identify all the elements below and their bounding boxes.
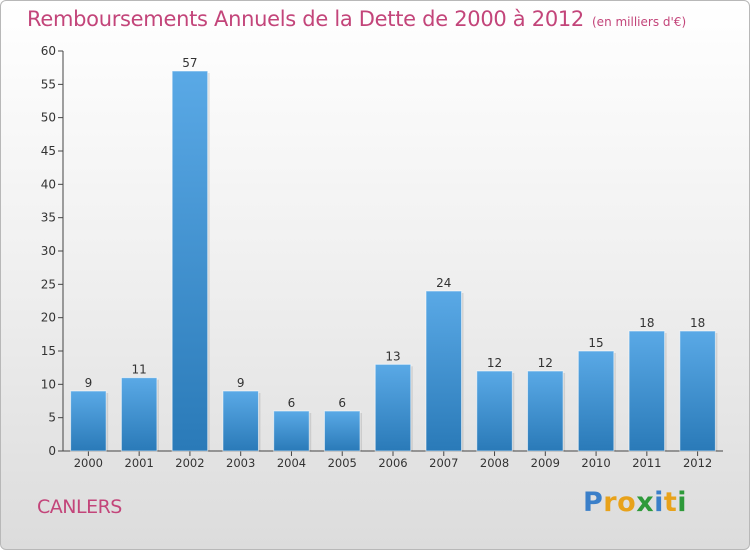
y-tick-label: 30: [41, 244, 56, 258]
bar-highlight: [374, 363, 412, 452]
bar-highlight: [70, 390, 107, 452]
y-tick-label: 45: [41, 144, 56, 158]
bar-2004: [273, 411, 310, 451]
y-tick-label: 55: [41, 77, 56, 91]
bar-2006: [375, 364, 411, 451]
x-tick-label: 2007: [429, 456, 458, 470]
bar-highlight: [222, 390, 259, 452]
y-tick-label: 40: [41, 177, 56, 191]
bar-2008: [476, 371, 513, 451]
data-label-2009: 12: [538, 356, 553, 370]
x-tick-label: 2002: [175, 456, 204, 470]
x-tick-label: 2006: [378, 456, 407, 470]
bar-highlight: [120, 377, 158, 452]
proxiti-logo[interactable]: Proxiti: [583, 487, 687, 518]
data-label-2010: 15: [588, 336, 603, 350]
logo-letter: t: [663, 487, 678, 518]
bar-highlight: [171, 70, 209, 452]
chart-axes: 0 5 10 15 20 25 30 35 40 45 50 55 60: [41, 44, 723, 458]
logo-letter: o: [617, 487, 637, 518]
bar-highlight: [476, 370, 513, 452]
x-tick-label: 2001: [125, 456, 154, 470]
x-tick-label: 2010: [581, 456, 610, 470]
bar-2007: [426, 291, 462, 451]
y-tick-label: 10: [41, 377, 56, 391]
y-tick-label: 0: [48, 444, 56, 458]
chart-bars: [70, 70, 718, 452]
data-label-2001: 11: [132, 363, 147, 377]
bar-2001: [121, 377, 157, 451]
bar-2010: [578, 351, 614, 451]
commune-name: CANLERS: [37, 496, 122, 518]
y-tick-label: 35: [41, 211, 56, 225]
data-label-2012: 18: [690, 316, 705, 330]
y-tick-label: 25: [41, 277, 56, 291]
data-label-2004: 6: [288, 396, 296, 410]
bar-highlight: [628, 330, 666, 452]
logo-letter: i: [654, 487, 664, 518]
data-label-2005: 6: [338, 396, 346, 410]
data-label-2003: 9: [237, 376, 245, 390]
bar-highlight: [323, 410, 361, 452]
x-tick-label: 2012: [683, 456, 712, 470]
bar-2011: [629, 331, 665, 451]
y-tick-label: 5: [48, 411, 56, 425]
x-tick-label: 2011: [632, 456, 661, 470]
x-tick-label: 2003: [226, 456, 255, 470]
bar-2009: [527, 371, 564, 451]
y-tick-label: 60: [41, 44, 56, 58]
bar-2012: [679, 331, 716, 451]
chart-subtitle: (en milliers d'€): [592, 15, 687, 29]
y-tick-label: 15: [41, 344, 56, 358]
bar-highlight: [679, 330, 716, 452]
y-tick-label: 50: [41, 111, 56, 125]
logo-letter: x: [636, 487, 655, 518]
data-label-2007: 24: [436, 276, 451, 290]
logo-letter: i: [677, 487, 688, 518]
x-tick-label: 2004: [277, 456, 306, 470]
chart-title: Remboursements Annuels de la Dette de 20…: [27, 7, 686, 31]
logo-letter: P: [583, 487, 604, 518]
data-label-2011: 18: [639, 316, 654, 330]
chart-title-text: Remboursements Annuels de la Dette de 20…: [27, 7, 584, 31]
bar-2000: [70, 391, 107, 451]
logo-letter: r: [603, 487, 618, 518]
x-tick-label: 2009: [531, 456, 560, 470]
x-tick-label: 2005: [328, 456, 357, 470]
data-label-2000: 9: [85, 376, 93, 390]
bar-highlight: [273, 410, 310, 452]
bar-2003: [222, 391, 259, 451]
bar-2005: [324, 411, 360, 451]
chart-labels: 9 2000 11 2001 57 2002 9 2003 6 2004 6 2005 13 2006 24…: [74, 56, 713, 470]
bar-2002: [172, 71, 208, 451]
data-label-2008: 12: [487, 356, 502, 370]
bar-highlight: [425, 290, 463, 452]
x-tick-label: 2008: [480, 456, 509, 470]
bar-highlight: [527, 370, 564, 452]
data-label-2006: 13: [385, 349, 400, 363]
y-tick-label: 20: [41, 311, 56, 325]
data-label-2002: 57: [182, 56, 197, 70]
bar-highlight: [577, 350, 615, 452]
x-tick-label: 2000: [74, 456, 103, 470]
